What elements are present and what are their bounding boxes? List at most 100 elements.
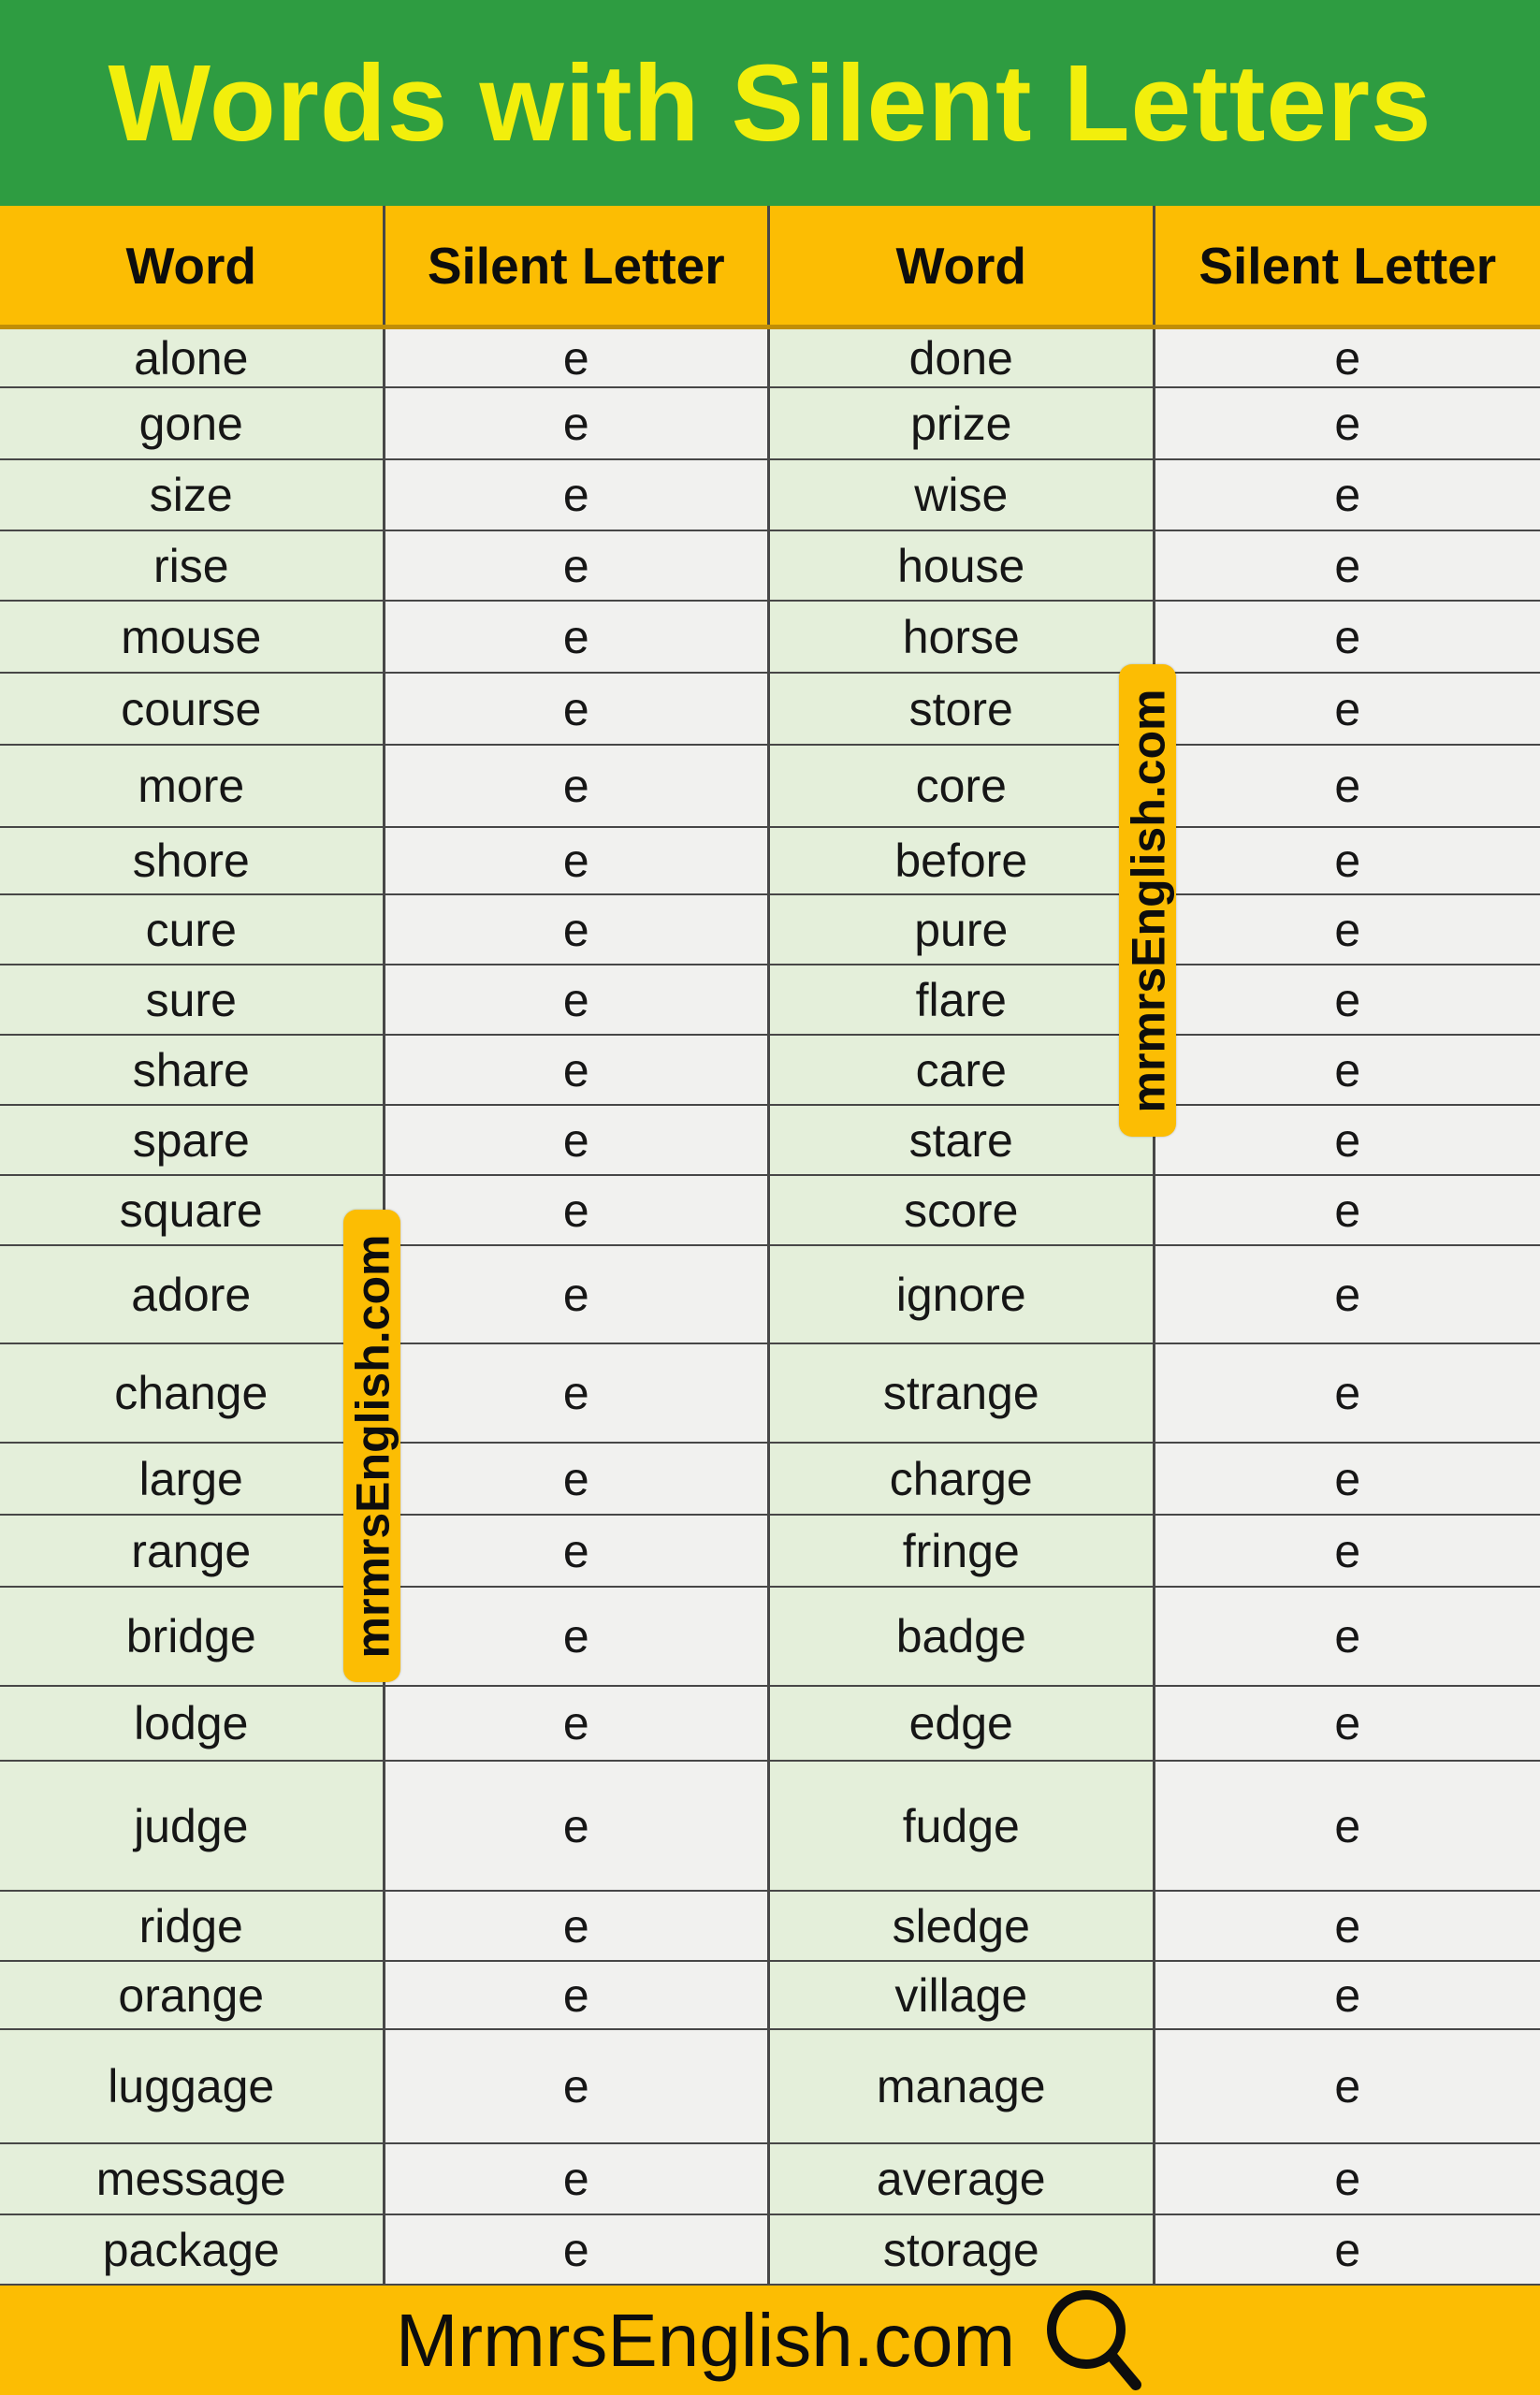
word-cell: prize [770,388,1155,460]
silent-letter-cell: e [1155,1444,1540,1516]
word-cell: more [0,746,385,828]
silent-letter-cell: e [1155,2030,1540,2144]
table-row: more e core e [0,746,1540,828]
word-cell: wise [770,460,1155,531]
table-row: sure e flare e [0,965,1540,1036]
word-cell: shore [0,828,385,895]
table-row: alone e done e [0,329,1540,388]
silent-letter-cell: e [385,1176,770,1246]
word-cell: lodge [0,1687,385,1762]
silent-letter-cell: e [1155,388,1540,460]
silent-letter-cell: e [385,1036,770,1106]
table-row: course e store e [0,674,1540,746]
word-cell: fudge [770,1762,1155,1892]
watermark-right: mrmrsEnglish.com [1119,664,1176,1137]
word-cell: charge [770,1444,1155,1516]
word-cell: flare [770,965,1155,1036]
watermark-left: mrmrsEnglish.com [343,1210,400,1682]
silent-letter-cell: e [1155,1892,1540,1962]
word-cell: bridge [0,1588,385,1687]
silent-letter-cell: e [385,1444,770,1516]
silent-letter-cell: e [1155,1106,1540,1176]
silent-letter-cell: e [385,674,770,746]
table-row: change e strange e [0,1344,1540,1444]
silent-letter-cell: e [1155,746,1540,828]
silent-letter-cell: e [385,1106,770,1176]
table-row: package e storage e [0,2215,1540,2286]
silent-letter-cell: e [1155,1036,1540,1106]
silent-letter-cell: e [385,746,770,828]
word-cell: storage [770,2215,1155,2286]
word-cell: horse [770,602,1155,674]
silent-letter-cell: e [1155,965,1540,1036]
silent-letter-cell: e [385,388,770,460]
word-cell: edge [770,1687,1155,1762]
word-cell: average [770,2144,1155,2215]
word-cell: before [770,828,1155,895]
word-cell: ignore [770,1246,1155,1344]
header-cell-silent-letter-2: Silent Letter [1199,236,1497,295]
silent-letter-cell: e [1155,1246,1540,1344]
word-cell: stare [770,1106,1155,1176]
word-cell: strange [770,1344,1155,1444]
table-row: bridge e badge e [0,1588,1540,1687]
table-row: size e wise e [0,460,1540,531]
word-cell: square [0,1176,385,1246]
silent-letter-cell: e [385,1344,770,1444]
word-cell: range [0,1516,385,1588]
table-column-header: Word Silent Letter Word Silent Letter [0,206,1540,329]
word-cell: score [770,1176,1155,1246]
word-cell: house [770,531,1155,602]
silent-letter-cell: e [385,1687,770,1762]
word-cell: pure [770,895,1155,965]
table-row: mouse e horse e [0,602,1540,674]
table-row: rise e house e [0,531,1540,602]
word-cell: spare [0,1106,385,1176]
silent-letter-cell: e [1155,1516,1540,1588]
header-cell-word-2: Word [770,206,1155,325]
word-cell: judge [0,1762,385,1892]
word-cell: course [0,674,385,746]
word-cell: sledge [770,1892,1155,1962]
word-cell: fringe [770,1516,1155,1588]
silent-letter-cell: e [385,1962,770,2030]
table-row: orange e village e [0,1962,1540,2030]
word-cell: done [770,329,1155,388]
word-cell: gone [0,388,385,460]
header-cell-word-1: Word [0,206,385,325]
table-body: alone e done e gone e prize e size e wise e rise e hou… [0,329,1540,2286]
silent-letter-cell: e [385,895,770,965]
word-cell: ridge [0,1892,385,1962]
word-cell: package [0,2215,385,2286]
table-row: large e charge e [0,1444,1540,1516]
silent-letter-cell: e [1155,1176,1540,1246]
watermark-text: mrmrsEnglish.com [345,1234,399,1658]
silent-letter-cell: e [385,965,770,1036]
word-cell: badge [770,1588,1155,1687]
word-cell: core [770,746,1155,828]
silent-letter-cell: e [1155,1588,1540,1687]
word-cell: mouse [0,602,385,674]
word-cell: alone [0,329,385,388]
word-cell: manage [770,2030,1155,2144]
silent-letter-cell: e [1155,1962,1540,2030]
silent-letter-cell: e [1155,2215,1540,2286]
table-row: shore e before e [0,828,1540,895]
silent-letter-cell: e [1155,329,1540,388]
word-cell: share [0,1036,385,1106]
watermark-text: mrmrsEnglish.com [1121,689,1174,1112]
word-cell: adore [0,1246,385,1344]
word-cell: cure [0,895,385,965]
word-cell: rise [0,531,385,602]
silent-letter-cell: e [1155,460,1540,531]
silent-letter-cell: e [385,2144,770,2215]
table-row: spare e stare e [0,1106,1540,1176]
table-row: luggage e manage e [0,2030,1540,2144]
silent-letter-cell: e [385,2215,770,2286]
footer: MrmrsEnglish.com [0,2286,1540,2395]
word-cell: large [0,1444,385,1516]
silent-letter-cell: e [385,1516,770,1588]
header-cell-silent-letter-1: Silent Letter [385,206,770,325]
silent-letter-cell: e [1155,1344,1540,1444]
